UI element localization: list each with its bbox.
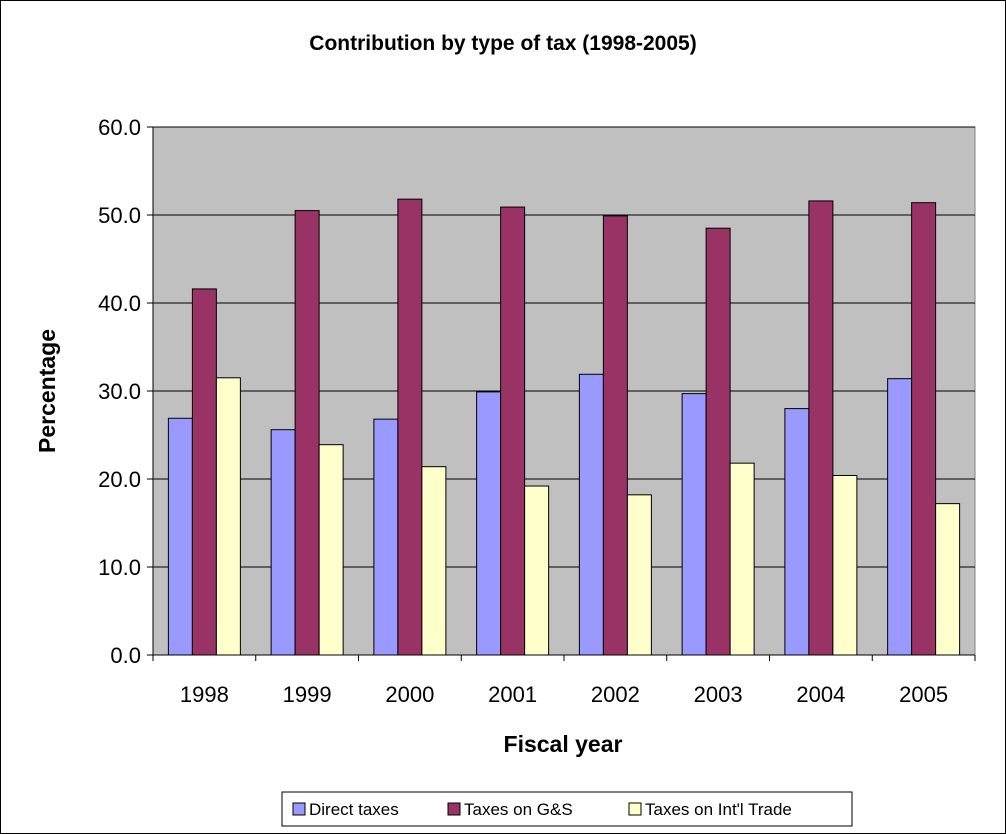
y-axis-title: Percentage [34,329,60,453]
y-tick-label: 50.0 [98,203,141,228]
bar-direct-taxes-2004 [784,408,810,656]
x-tick-label: 1998 [180,682,229,707]
y-tick-label: 60.0 [98,115,141,140]
bar-direct-taxes-2005 [887,378,913,656]
bar-taxes-on-int-l-trade-1998 [215,377,241,656]
y-tick-label: 40.0 [98,291,141,316]
x-tick-label: 2001 [488,682,537,707]
bar-taxes-on-int-l-trade-2004 [832,474,858,656]
bar-taxes-on-int-l-trade-1999 [318,444,344,656]
legend: Direct taxes Taxes on G&S Taxes on Int'l T… [281,791,853,827]
bar-taxes-on-int-l-trade-2005 [935,503,961,656]
bar-direct-taxes-1998 [167,417,193,656]
y-tick-label: 10.0 [98,555,141,580]
bar-taxes-on-int-l-trade-2003 [729,462,755,656]
bar-taxes-on-g-s-1998 [191,288,217,656]
x-tick-label: 2002 [591,682,640,707]
bar-taxes-on-g-s-2004 [808,200,834,656]
bar-taxes-on-int-l-trade-2000 [421,466,447,656]
bar-taxes-on-g-s-1999 [294,210,320,656]
legend-swatch [628,802,642,816]
bar-direct-taxes-2000 [373,418,399,656]
bar-taxes-on-g-s-2000 [397,198,423,656]
x-tick-label: 2003 [694,682,743,707]
x-tick-label: 1999 [283,682,332,707]
bar-taxes-on-int-l-trade-2001 [524,485,550,656]
legend-label: Taxes on Int'l Trade [645,800,792,819]
bars [167,198,961,656]
bar-direct-taxes-2003 [681,393,707,656]
bar-direct-taxes-2002 [578,373,604,656]
x-tick-label: 2004 [796,682,845,707]
bar-direct-taxes-1999 [270,429,296,656]
y-tick-labels: 0.0 10.0 20.0 30.0 40.0 50.0 60.0 [98,115,141,668]
bar-taxes-on-int-l-trade-2002 [626,494,652,656]
x-tick-labels: 1998 1999 2000 2001 2002 2003 2004 2005 [180,682,948,707]
bar-taxes-on-g-s-2005 [911,202,937,656]
bar-taxes-on-g-s-2003 [705,227,731,656]
legend-box [281,791,853,827]
legend-label: Direct taxes [309,800,399,819]
legend-swatch [292,802,306,816]
bar-taxes-on-g-s-2001 [500,206,526,656]
chart-title: Contribution by type of tax (1998-2005) [309,32,696,55]
bar-direct-taxes-2001 [476,391,502,656]
legend-swatch [447,802,461,816]
axes [147,126,976,661]
y-tick-label: 20.0 [98,467,141,492]
x-tick-label: 2005 [899,682,948,707]
y-tick-label: 0.0 [110,643,141,668]
y-tick-label: 30.0 [98,379,141,404]
x-tick-label: 2000 [385,682,434,707]
legend-label: Taxes on G&S [464,800,573,819]
bar-taxes-on-g-s-2002 [602,215,628,656]
x-axis-title: Fiscal year [504,731,623,757]
